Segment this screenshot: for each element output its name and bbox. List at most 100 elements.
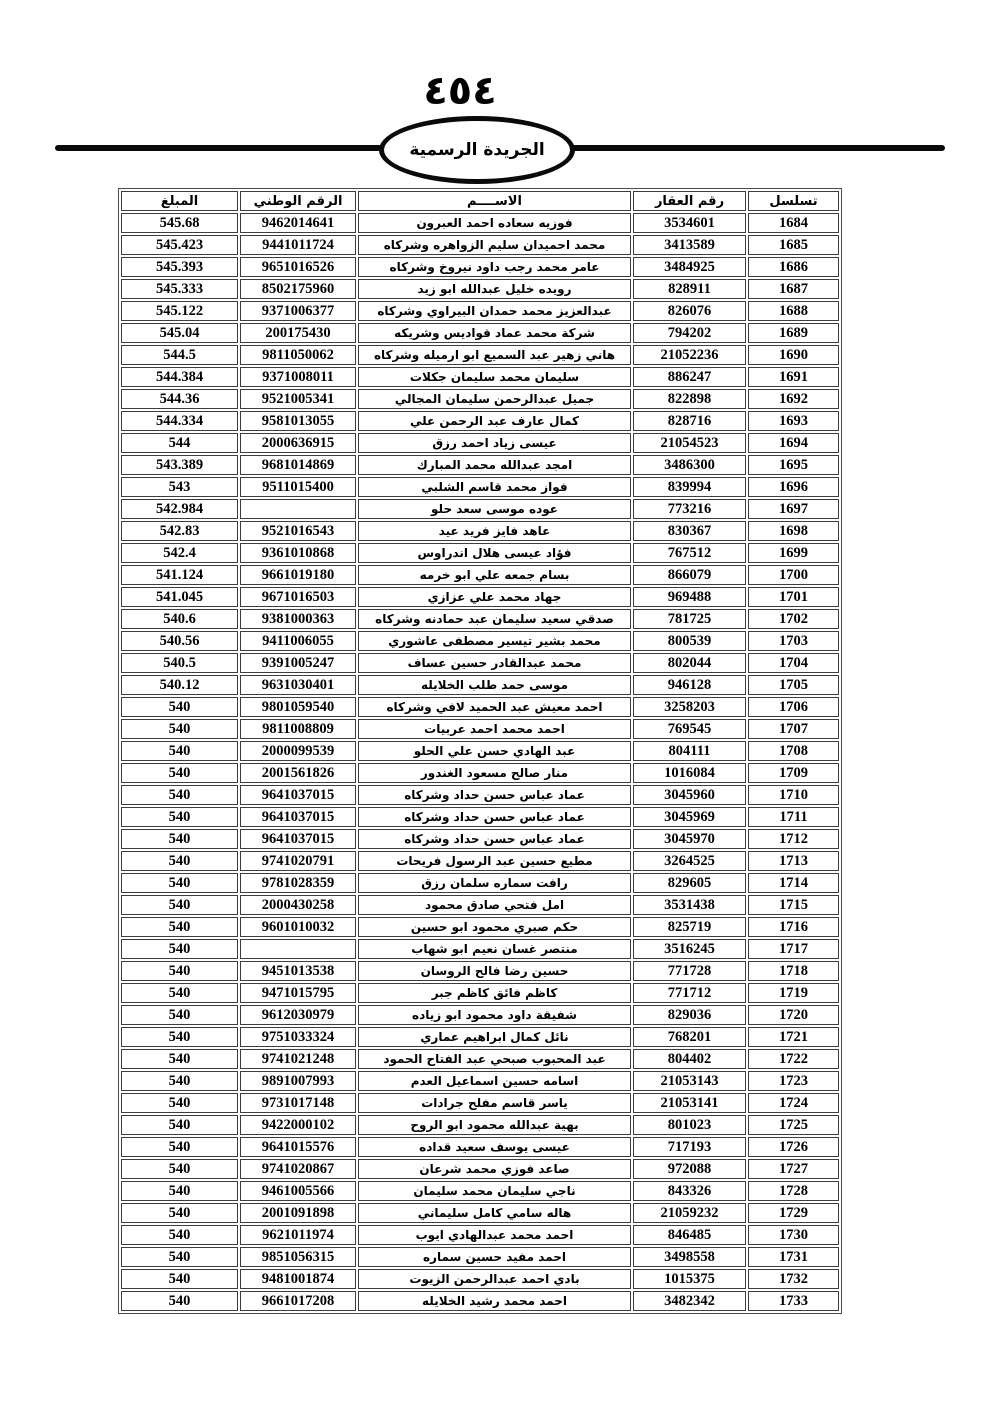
cell-national-number: 9612030979	[240, 1005, 356, 1025]
header-national-number: الرقم الوطني	[240, 191, 356, 211]
cell-amount: 540	[121, 1181, 238, 1201]
cell-national-number: 9451013538	[240, 961, 356, 981]
table-row: 1694 21054523 عيسى زياد احمد رزق 2000636915…	[121, 433, 839, 453]
table-row: 1724 21053141 ياسر قاسم مفلح جرادات 9731017…	[121, 1093, 839, 1113]
cell-serial: 1704	[748, 653, 839, 673]
cell-amount: 543	[121, 477, 238, 497]
cell-property-number: 767512	[633, 543, 746, 563]
cell-national-number: 9481001874	[240, 1269, 356, 1289]
header-name: الاســــم	[358, 191, 631, 211]
cell-amount: 540	[121, 1159, 238, 1179]
cell-name: كاظم فائق كاظم جبر	[358, 983, 631, 1003]
header-amount: المبلغ	[121, 191, 238, 211]
table-row: 1688 826076 عبدالعزيز محمد حمدان البيراوي …	[121, 301, 839, 321]
cell-serial: 1685	[748, 235, 839, 255]
cell-amount: 540	[121, 939, 238, 959]
cell-national-number: 9521005341	[240, 389, 356, 409]
header-serial: تسلسل	[748, 191, 839, 211]
cell-name: عامر محمد رجب داود نيروخ وشركاه	[358, 257, 631, 277]
cell-property-number: 1016084	[633, 763, 746, 783]
cell-national-number: 9391005247	[240, 653, 356, 673]
cell-property-number: 846485	[633, 1225, 746, 1245]
cell-property-number: 946128	[633, 675, 746, 695]
cell-name: ياسر قاسم مفلح جرادات	[358, 1093, 631, 1113]
table-row: 1727 972088 صاعد فوزي محمد شرعان 9741020867…	[121, 1159, 839, 1179]
cell-national-number: 9521016543	[240, 521, 356, 541]
cell-property-number: 773216	[633, 499, 746, 519]
cell-name: عماد عباس حسن حداد وشركاه	[358, 807, 631, 827]
gazette-title-oval: الجريدة الرسمية	[379, 116, 575, 184]
cell-national-number	[240, 939, 356, 959]
table-row: 1720 829036 شفيقة داود محمود ابو زياده 9612…	[121, 1005, 839, 1025]
cell-property-number: 801023	[633, 1115, 746, 1135]
cell-amount: 540	[121, 1027, 238, 1047]
cell-serial: 1717	[748, 939, 839, 959]
cell-property-number: 804111	[633, 741, 746, 761]
cell-national-number: 9511015400	[240, 477, 356, 497]
table-row: 1715 3531438 امل فتحي صادق محمود 2000430258…	[121, 895, 839, 915]
cell-amount: 540	[121, 873, 238, 893]
cell-national-number: 9661017208	[240, 1291, 356, 1311]
cell-name: شفيقة داود محمود ابو زياده	[358, 1005, 631, 1025]
cell-name: بسام جمعه علي ابو خرمه	[358, 565, 631, 585]
cell-serial: 1708	[748, 741, 839, 761]
cell-serial: 1722	[748, 1049, 839, 1069]
cell-national-number: 2000636915	[240, 433, 356, 453]
table-row: 1723 21053143 اسامه حسين اسماعيل العدم 9891…	[121, 1071, 839, 1091]
table-row: 1686 3484925 عامر محمد رجب داود نيروخ وشرك…	[121, 257, 839, 277]
cell-amount: 545.423	[121, 235, 238, 255]
table-row: 1701 969488 جهاد محمد علي عزازي 9671016503 5…	[121, 587, 839, 607]
cell-national-number: 9641037015	[240, 807, 356, 827]
cell-amount: 540	[121, 961, 238, 981]
cell-serial: 1702	[748, 609, 839, 629]
cell-name: عبدالعزيز محمد حمدان البيراوي وشركاه	[358, 301, 631, 321]
table-row: 1719 771712 كاظم فائق كاظم جبر 9471015795 54…	[121, 983, 839, 1003]
cell-serial: 1714	[748, 873, 839, 893]
cell-property-number: 3531438	[633, 895, 746, 915]
cell-property-number: 969488	[633, 587, 746, 607]
cell-property-number: 839994	[633, 477, 746, 497]
cell-property-number: 3413589	[633, 235, 746, 255]
cell-amount: 545.122	[121, 301, 238, 321]
table-row: 1710 3045960 عماد عباس حسن حداد وشركاه 9641…	[121, 785, 839, 805]
cell-name: بهية عبدالله محمود ابو الروح	[358, 1115, 631, 1135]
cell-serial: 1725	[748, 1115, 839, 1135]
table-row: 1685 3413589 محمد احميدان سليم الزواهره وش…	[121, 235, 839, 255]
header-row: تسلسل رقم العقار الاســــم الرقم الوطني …	[121, 191, 839, 211]
cell-national-number: 9741020867	[240, 1159, 356, 1179]
table-row: 1722 804402 عبد المحبوب صبحي عبد الفتاح ال…	[121, 1049, 839, 1069]
cell-name: صاعد فوزي محمد شرعان	[358, 1159, 631, 1179]
cell-amount: 540	[121, 829, 238, 849]
cell-amount: 545.393	[121, 257, 238, 277]
table-row: 1690 21052236 هاني زهير عبد السميع ابو ارم…	[121, 345, 839, 365]
cell-national-number: 9891007993	[240, 1071, 356, 1091]
cell-national-number: 9641015576	[240, 1137, 356, 1157]
cell-amount: 540	[121, 895, 238, 915]
table-row: 1726 717193 عيسى يوسف سعيد قداده 9641015576…	[121, 1137, 839, 1157]
cell-serial: 1727	[748, 1159, 839, 1179]
table-row: 1706 3258203 احمد معيش عبد الحميد لافي وشر…	[121, 697, 839, 717]
cell-amount: 540	[121, 983, 238, 1003]
cell-property-number: 3258203	[633, 697, 746, 717]
cell-national-number: 9811050062	[240, 345, 356, 365]
cell-national-number: 2001091898	[240, 1203, 356, 1223]
cell-national-number: 9741020791	[240, 851, 356, 871]
table-row: 1732 1015375 بادي احمد عبدالرحمن الزيوت 948…	[121, 1269, 839, 1289]
cell-property-number: 21054523	[633, 433, 746, 453]
cell-property-number: 1015375	[633, 1269, 746, 1289]
cell-property-number: 717193	[633, 1137, 746, 1157]
cell-amount: 540	[121, 1247, 238, 1267]
cell-name: ناجي سليمان محمد سليمان	[358, 1181, 631, 1201]
cell-property-number: 828911	[633, 279, 746, 299]
cell-property-number: 771728	[633, 961, 746, 981]
cell-serial: 1705	[748, 675, 839, 695]
cell-serial: 1718	[748, 961, 839, 981]
cell-national-number: 9651016526	[240, 257, 356, 277]
cell-national-number: 9751033324	[240, 1027, 356, 1047]
cell-property-number: 830367	[633, 521, 746, 541]
cell-amount: 540.5	[121, 653, 238, 673]
cell-serial: 1693	[748, 411, 839, 431]
cell-serial: 1688	[748, 301, 839, 321]
table-row: 1717 3516245 منتصر غسان نعيم ابو شهاب 540	[121, 939, 839, 959]
